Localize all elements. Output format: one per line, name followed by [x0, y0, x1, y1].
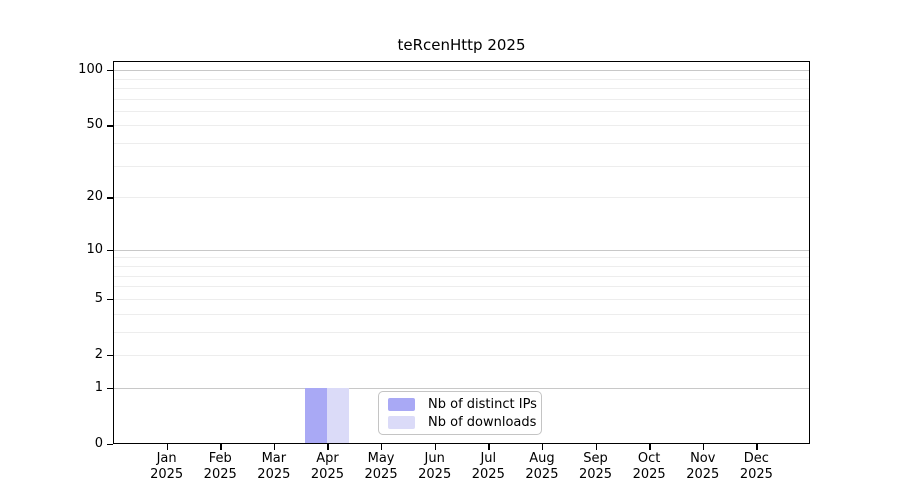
x-tick [273, 444, 276, 450]
legend-swatch-distinct-ips [388, 397, 415, 411]
x-tick-month: Dec [743, 451, 769, 466]
x-tick [649, 444, 651, 450]
legend-swatch-downloads [388, 415, 415, 429]
gridline-minor [113, 265, 810, 267]
gridline-minor [113, 110, 810, 112]
gridline-minor [113, 354, 810, 356]
x-tick-month: Feb [208, 451, 232, 466]
chart-title: teRcenHttp 2025 [397, 36, 526, 54]
x-tick-month: Oct [637, 451, 661, 466]
x-tick-month: Jul [480, 451, 497, 466]
gridline-minor [113, 331, 810, 333]
x-tick [756, 444, 758, 450]
x-tick-month: Nov [690, 451, 716, 466]
x-tick-label: May 2025 [349, 451, 413, 483]
plot-bars [113, 61, 810, 444]
x-tick-label: Oct 2025 [617, 451, 681, 483]
x-tick-year: 2025 [310, 467, 344, 482]
y-tick [106, 70, 113, 72]
y-tick-label: 0 [94, 436, 103, 451]
gridline-minor [113, 286, 810, 288]
gridline-minor [113, 298, 810, 300]
y-tick [106, 249, 113, 252]
x-tick [220, 444, 222, 450]
x-tick-month: Mar [261, 451, 287, 466]
x-tick [327, 444, 329, 450]
x-tick-label: Sep 2025 [564, 451, 628, 483]
gridline-minor [113, 125, 810, 127]
x-tick-month: Sep [583, 451, 608, 466]
legend-item-downloads: Nb of downloads [385, 414, 537, 430]
x-tick-month: Jun [424, 451, 445, 466]
x-tick-label: Jun 2025 [403, 451, 467, 483]
x-tick-label: Nov 2025 [671, 451, 735, 483]
legend-label-distinct-ips: Nb of distinct IPs [428, 396, 537, 412]
gridline-major [113, 249, 810, 251]
x-tick-label: Mar 2025 [242, 451, 306, 483]
x-tick-month: Apr [316, 451, 339, 466]
x-tick-year: 2025 [203, 467, 237, 482]
y-tick [106, 387, 113, 390]
gridline-minor [113, 257, 810, 259]
y-tick [106, 125, 113, 127]
gridline-major [113, 387, 810, 389]
y-tick [106, 197, 113, 199]
y-tick [106, 298, 113, 301]
x-tick [541, 444, 544, 450]
x-tick-label: Dec 2025 [724, 451, 788, 483]
x-tick [488, 444, 490, 450]
legend-item-distinct-ips: Nb of distinct IPs [385, 396, 537, 412]
x-tick-month: May [367, 451, 395, 466]
y-tick-label: 100 [78, 62, 103, 78]
gridline-minor [113, 313, 810, 315]
bar-distinct-ips [305, 387, 328, 444]
x-tick-year: 2025 [632, 467, 666, 482]
y-tick-label: 20 [86, 189, 103, 205]
legend-label-downloads: Nb of downloads [428, 414, 537, 430]
x-tick-year: 2025 [471, 467, 505, 482]
legend: Nb of distinct IPs Nb of downloads [378, 391, 542, 435]
x-tick-label: Jan 2025 [135, 451, 199, 483]
bar-downloads [327, 387, 350, 444]
plot-grid [113, 61, 810, 444]
x-tick-label: Aug 2025 [510, 451, 574, 483]
x-tick-year: 2025 [257, 467, 291, 482]
gridline-minor [113, 78, 810, 80]
y-tick [106, 444, 113, 446]
x-tick-label: Apr 2025 [295, 451, 359, 483]
x-tick [434, 444, 437, 450]
y-tick-label: 2 [94, 346, 103, 362]
x-tick-month: Aug [529, 451, 555, 466]
gridline-minor [113, 87, 810, 89]
gridline-major [113, 70, 810, 72]
x-tick-label: Jul 2025 [456, 451, 520, 483]
x-tick [166, 444, 168, 450]
y-tick-label: 1 [94, 379, 103, 395]
x-tick-year: 2025 [364, 467, 398, 482]
gridline-minor [113, 197, 810, 199]
x-tick-label: Feb 2025 [188, 451, 252, 483]
x-tick [702, 444, 705, 450]
gridline-minor [113, 165, 810, 167]
x-tick-year: 2025 [150, 467, 184, 482]
x-tick-year: 2025 [525, 467, 559, 482]
gridline-minor [113, 275, 810, 277]
x-tick-year: 2025 [418, 467, 452, 482]
gridline-minor [113, 143, 810, 145]
x-tick-year: 2025 [686, 467, 720, 482]
x-tick [381, 444, 383, 450]
x-tick-month: Jan [156, 451, 177, 466]
y-tick-label: 5 [94, 290, 103, 306]
y-tick [106, 354, 113, 357]
gridline-minor [113, 98, 810, 100]
x-tick [595, 444, 597, 450]
y-tick-label: 50 [86, 117, 103, 133]
x-tick-year: 2025 [578, 467, 613, 482]
y-tick-label: 10 [86, 241, 103, 257]
x-tick-year: 2025 [739, 467, 773, 482]
